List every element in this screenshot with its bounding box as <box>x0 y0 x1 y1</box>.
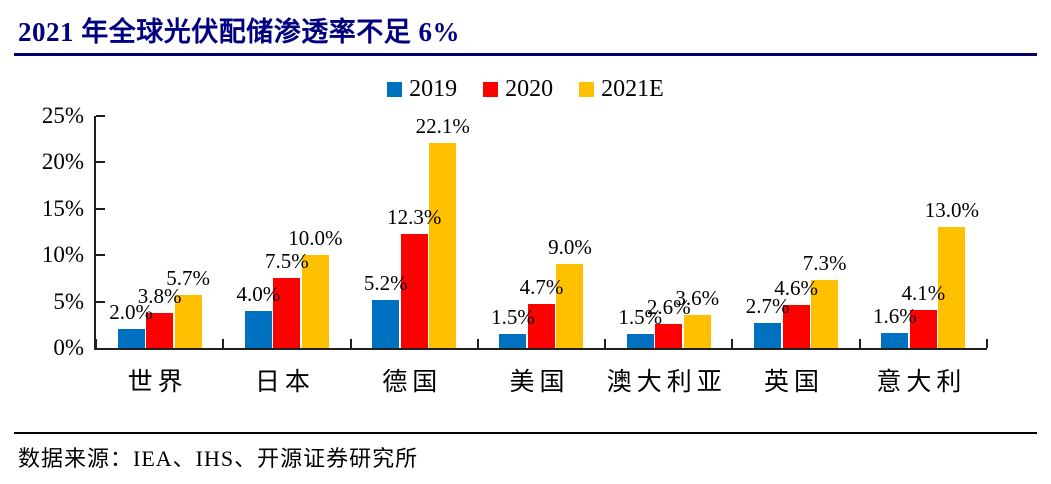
bar-2019 <box>244 310 272 348</box>
bar-2021E <box>301 255 329 348</box>
bar-2021E <box>938 227 966 348</box>
value-label: 13.0% <box>924 198 979 223</box>
legend-swatch-icon <box>579 82 595 97</box>
bar-2019 <box>881 333 909 348</box>
bar-2021E <box>811 280 839 348</box>
bar-2020 <box>782 305 810 348</box>
x-axis-tick <box>95 339 97 348</box>
value-label: 5.2% <box>363 270 408 295</box>
bar-2021E <box>174 295 202 348</box>
legend-item-2021E: 2021E <box>579 76 664 103</box>
bar-2020 <box>655 323 683 348</box>
value-label: 4.1% <box>901 280 946 305</box>
category-label: 世界 <box>127 369 188 396</box>
value-label: 4.6% <box>774 276 818 301</box>
legend-item-2019: 2019 <box>387 76 457 103</box>
value-label: 12.3% <box>387 204 442 229</box>
bar-2019 <box>372 299 400 348</box>
value-label: 4.0% <box>236 281 281 306</box>
bar-group-世界: 2.0% 3.8% 5.7% <box>96 116 223 348</box>
y-axis-tick <box>96 300 105 303</box>
legend-label: 2021E <box>601 76 664 102</box>
value-label: 9.0% <box>548 235 592 260</box>
bar-2020 <box>527 304 555 348</box>
category-label: 美国 <box>509 369 570 396</box>
x-axis-tick <box>986 339 988 348</box>
value-label: 1.5% <box>491 305 535 330</box>
bar-2019 <box>117 329 145 348</box>
y-axis-tick-label: 20% <box>41 149 84 175</box>
bar-2021E <box>683 314 711 348</box>
plot-area: 2.0% 3.8% 5.7% 4.0% 7.5% 10.0% 5.2% 12.3% 22.1% 1… <box>94 113 988 350</box>
y-axis-tick <box>96 207 105 210</box>
value-label: 3.6% <box>675 285 720 310</box>
value-label: 7.3% <box>802 251 847 276</box>
category-label: 意大利 <box>876 369 967 396</box>
value-label: 2.6% <box>646 294 691 319</box>
value-label: 2.7% <box>745 293 790 318</box>
data-source-note: 数据来源：IEA、IHS、开源证券研究所 <box>18 446 419 471</box>
x-axis-tick <box>731 339 734 348</box>
value-label: 10.0% <box>288 226 343 251</box>
value-label: 4.7% <box>519 275 564 300</box>
bar-group-德国: 5.2% 12.3% 22.1% <box>351 113 478 348</box>
bar-2020 <box>400 233 428 348</box>
chart-title: 2021 年全球光伏配储渗透率不足 6% <box>18 17 460 47</box>
category-label: 日本 <box>254 369 315 396</box>
y-axis-tick-label: 5% <box>53 288 84 314</box>
value-label: 2.0% <box>109 300 154 325</box>
category-label: 英国 <box>764 369 825 396</box>
value-label: 1.5% <box>618 305 663 330</box>
bar-group-美国: 1.5% 4.7% 9.0% <box>478 116 605 348</box>
value-label: 5.7% <box>166 266 211 291</box>
value-label: 1.6% <box>872 304 917 329</box>
legend-label: 2020 <box>505 76 554 102</box>
bar-group-澳大利亚: 1.5% 2.6% 3.6% <box>605 116 732 348</box>
y-axis-tick <box>96 254 105 257</box>
bar-2020 <box>273 278 301 348</box>
bar-2020 <box>146 312 174 348</box>
bar-group-意大利: 1.6% 4.1% 13.0% <box>860 116 987 348</box>
y-axis-tick-label: 25% <box>41 103 84 128</box>
y-axis-tick-label: 0% <box>53 335 84 360</box>
category-label: 澳大利亚 <box>606 369 727 396</box>
bar-2019 <box>499 334 527 348</box>
x-axis-tick <box>349 339 352 348</box>
bar-2021E <box>429 142 457 348</box>
y-axis-tick <box>96 161 105 164</box>
bar-2020 <box>909 309 937 348</box>
bar-2021E <box>556 264 584 348</box>
bar-group-英国: 2.7% 4.6% 7.3% <box>732 116 859 348</box>
x-axis-tick <box>222 339 225 348</box>
title-underline <box>14 53 1037 56</box>
x-axis-tick <box>858 339 861 348</box>
bar-group-日本: 4.0% 7.5% 10.0% <box>223 116 350 348</box>
y-axis-tick <box>96 115 105 117</box>
chart-legend: 2019 2020 2021E <box>0 76 1051 103</box>
value-label: 3.8% <box>137 283 182 308</box>
bar-2019 <box>754 322 782 348</box>
category-label: 德国 <box>382 369 443 396</box>
legend-label: 2019 <box>409 76 458 102</box>
legend-item-2020: 2020 <box>483 76 553 103</box>
footer-divider <box>14 432 1037 434</box>
y-axis-tick-label: 10% <box>41 242 84 268</box>
legend-swatch-icon <box>483 82 499 97</box>
bar-2019 <box>626 334 654 348</box>
x-axis-tick <box>476 339 479 348</box>
value-label: 22.1% <box>415 113 470 138</box>
y-axis-tick-label: 15% <box>41 195 84 221</box>
x-axis-tick <box>604 339 607 348</box>
value-label: 7.5% <box>265 249 309 274</box>
legend-swatch-icon <box>387 82 403 97</box>
